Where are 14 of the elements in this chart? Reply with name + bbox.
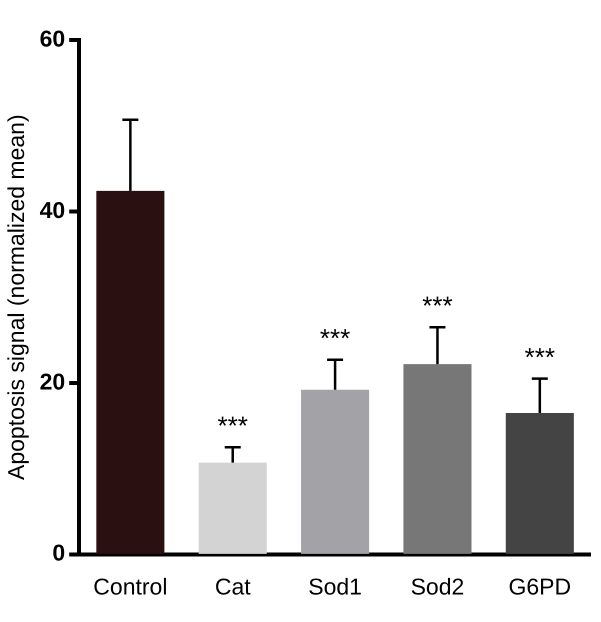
annotation: *** [524, 342, 555, 372]
x-tick-label: G6PD [508, 574, 572, 600]
y-tick-label: 20 [40, 368, 66, 394]
y-tick-label: 40 [40, 196, 66, 223]
y-tick-label: 60 [40, 25, 66, 52]
annotation: *** [320, 322, 350, 353]
x-tick-label: Control [93, 574, 168, 600]
x-tick-label: Cat [214, 574, 252, 600]
annotation: *** [422, 290, 453, 320]
y-tick-label: 0 [52, 540, 66, 566]
y-axis-title: Apoptosis signal (normalized mean) [3, 114, 30, 480]
x-tick-label: Sod1 [308, 574, 362, 600]
x-tick-label: Sod2 [410, 574, 464, 600]
annotation: *** [218, 410, 248, 440]
